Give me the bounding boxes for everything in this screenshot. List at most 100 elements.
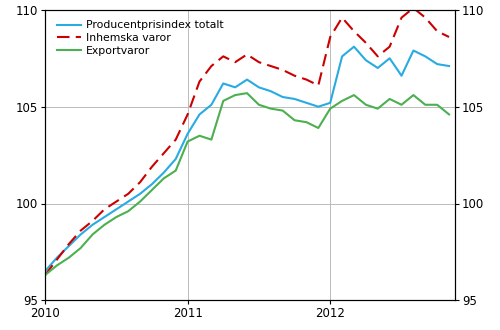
Exportvaror bbox=[102, 223, 107, 227]
Exportvaror bbox=[386, 97, 392, 101]
Producentprisindex totalt bbox=[149, 182, 155, 186]
Inhemska varor bbox=[339, 16, 345, 19]
Exportvaror bbox=[90, 233, 96, 237]
Exportvaror bbox=[434, 103, 440, 107]
Producentprisindex totalt bbox=[125, 200, 131, 204]
Producentprisindex totalt bbox=[184, 132, 190, 136]
Inhemska varor bbox=[102, 207, 107, 211]
Inhemska varor bbox=[196, 80, 202, 83]
Producentprisindex totalt bbox=[422, 54, 428, 58]
Producentprisindex totalt bbox=[398, 74, 404, 78]
Inhemska varor bbox=[114, 200, 119, 204]
Producentprisindex totalt bbox=[363, 58, 369, 62]
Exportvaror bbox=[137, 200, 143, 204]
Inhemska varor bbox=[184, 113, 190, 116]
Exportvaror bbox=[375, 107, 381, 111]
Exportvaror bbox=[232, 93, 238, 97]
Exportvaror bbox=[304, 120, 310, 124]
Producentprisindex totalt bbox=[327, 101, 333, 105]
Exportvaror bbox=[196, 134, 202, 138]
Inhemska varor bbox=[66, 242, 72, 246]
Exportvaror bbox=[161, 176, 167, 180]
Inhemska varor bbox=[78, 229, 84, 233]
Inhemska varor bbox=[42, 273, 48, 277]
Exportvaror bbox=[398, 103, 404, 107]
Exportvaror bbox=[316, 126, 322, 130]
Producentprisindex totalt bbox=[196, 113, 202, 116]
Exportvaror bbox=[292, 118, 298, 122]
Inhemska varor bbox=[244, 52, 250, 56]
Exportvaror bbox=[363, 103, 369, 107]
Inhemska varor bbox=[363, 41, 369, 45]
Exportvaror bbox=[339, 99, 345, 103]
Exportvaror bbox=[280, 109, 285, 113]
Inhemska varor bbox=[422, 16, 428, 19]
Inhemska varor bbox=[446, 35, 452, 39]
Inhemska varor bbox=[398, 16, 404, 19]
Producentprisindex totalt bbox=[208, 103, 214, 107]
Exportvaror bbox=[220, 99, 226, 103]
Inhemska varor bbox=[386, 45, 392, 49]
Exportvaror bbox=[78, 246, 84, 250]
Exportvaror bbox=[327, 107, 333, 111]
Exportvaror bbox=[66, 256, 72, 260]
Inhemska varor bbox=[232, 60, 238, 64]
Exportvaror bbox=[172, 169, 178, 173]
Inhemska varor bbox=[351, 29, 357, 33]
Producentprisindex totalt bbox=[292, 97, 298, 101]
Producentprisindex totalt bbox=[446, 64, 452, 68]
Inhemska varor bbox=[304, 78, 310, 82]
Producentprisindex totalt bbox=[42, 269, 48, 273]
Exportvaror bbox=[149, 188, 155, 192]
Exportvaror bbox=[125, 209, 131, 213]
Producentprisindex totalt bbox=[114, 207, 119, 211]
Inhemska varor bbox=[410, 6, 416, 10]
Producentprisindex totalt bbox=[351, 45, 357, 49]
Producentprisindex totalt bbox=[244, 78, 250, 82]
Inhemska varor bbox=[220, 54, 226, 58]
Exportvaror bbox=[410, 93, 416, 97]
Producentprisindex totalt bbox=[161, 171, 167, 175]
Inhemska varor bbox=[149, 165, 155, 169]
Producentprisindex totalt bbox=[54, 256, 60, 260]
Producentprisindex totalt bbox=[316, 105, 322, 109]
Exportvaror bbox=[54, 263, 60, 267]
Inhemska varor bbox=[137, 180, 143, 184]
Exportvaror bbox=[351, 93, 357, 97]
Inhemska varor bbox=[256, 60, 262, 64]
Producentprisindex totalt bbox=[90, 223, 96, 227]
Exportvaror bbox=[268, 107, 274, 111]
Inhemska varor bbox=[434, 29, 440, 33]
Inhemska varor bbox=[375, 54, 381, 58]
Producentprisindex totalt bbox=[102, 215, 107, 219]
Producentprisindex totalt bbox=[304, 101, 310, 105]
Producentprisindex totalt bbox=[220, 82, 226, 85]
Inhemska varor bbox=[90, 219, 96, 223]
Producentprisindex totalt bbox=[434, 62, 440, 66]
Producentprisindex totalt bbox=[280, 95, 285, 99]
Line: Inhemska varor: Inhemska varor bbox=[45, 8, 449, 275]
Legend: Producentprisindex totalt, Inhemska varor, Exportvaror: Producentprisindex totalt, Inhemska varo… bbox=[54, 18, 226, 58]
Inhemska varor bbox=[292, 74, 298, 78]
Exportvaror bbox=[422, 103, 428, 107]
Exportvaror bbox=[208, 138, 214, 142]
Producentprisindex totalt bbox=[386, 56, 392, 60]
Producentprisindex totalt bbox=[78, 233, 84, 237]
Inhemska varor bbox=[208, 64, 214, 68]
Inhemska varor bbox=[172, 138, 178, 142]
Exportvaror bbox=[446, 113, 452, 116]
Inhemska varor bbox=[161, 151, 167, 155]
Producentprisindex totalt bbox=[256, 85, 262, 89]
Inhemska varor bbox=[280, 68, 285, 72]
Exportvaror bbox=[42, 273, 48, 277]
Exportvaror bbox=[244, 91, 250, 95]
Producentprisindex totalt bbox=[66, 244, 72, 248]
Inhemska varor bbox=[268, 64, 274, 68]
Inhemska varor bbox=[125, 192, 131, 196]
Producentprisindex totalt bbox=[339, 54, 345, 58]
Producentprisindex totalt bbox=[172, 157, 178, 161]
Exportvaror bbox=[114, 215, 119, 219]
Inhemska varor bbox=[327, 35, 333, 39]
Line: Producentprisindex totalt: Producentprisindex totalt bbox=[45, 47, 449, 271]
Inhemska varor bbox=[54, 258, 60, 262]
